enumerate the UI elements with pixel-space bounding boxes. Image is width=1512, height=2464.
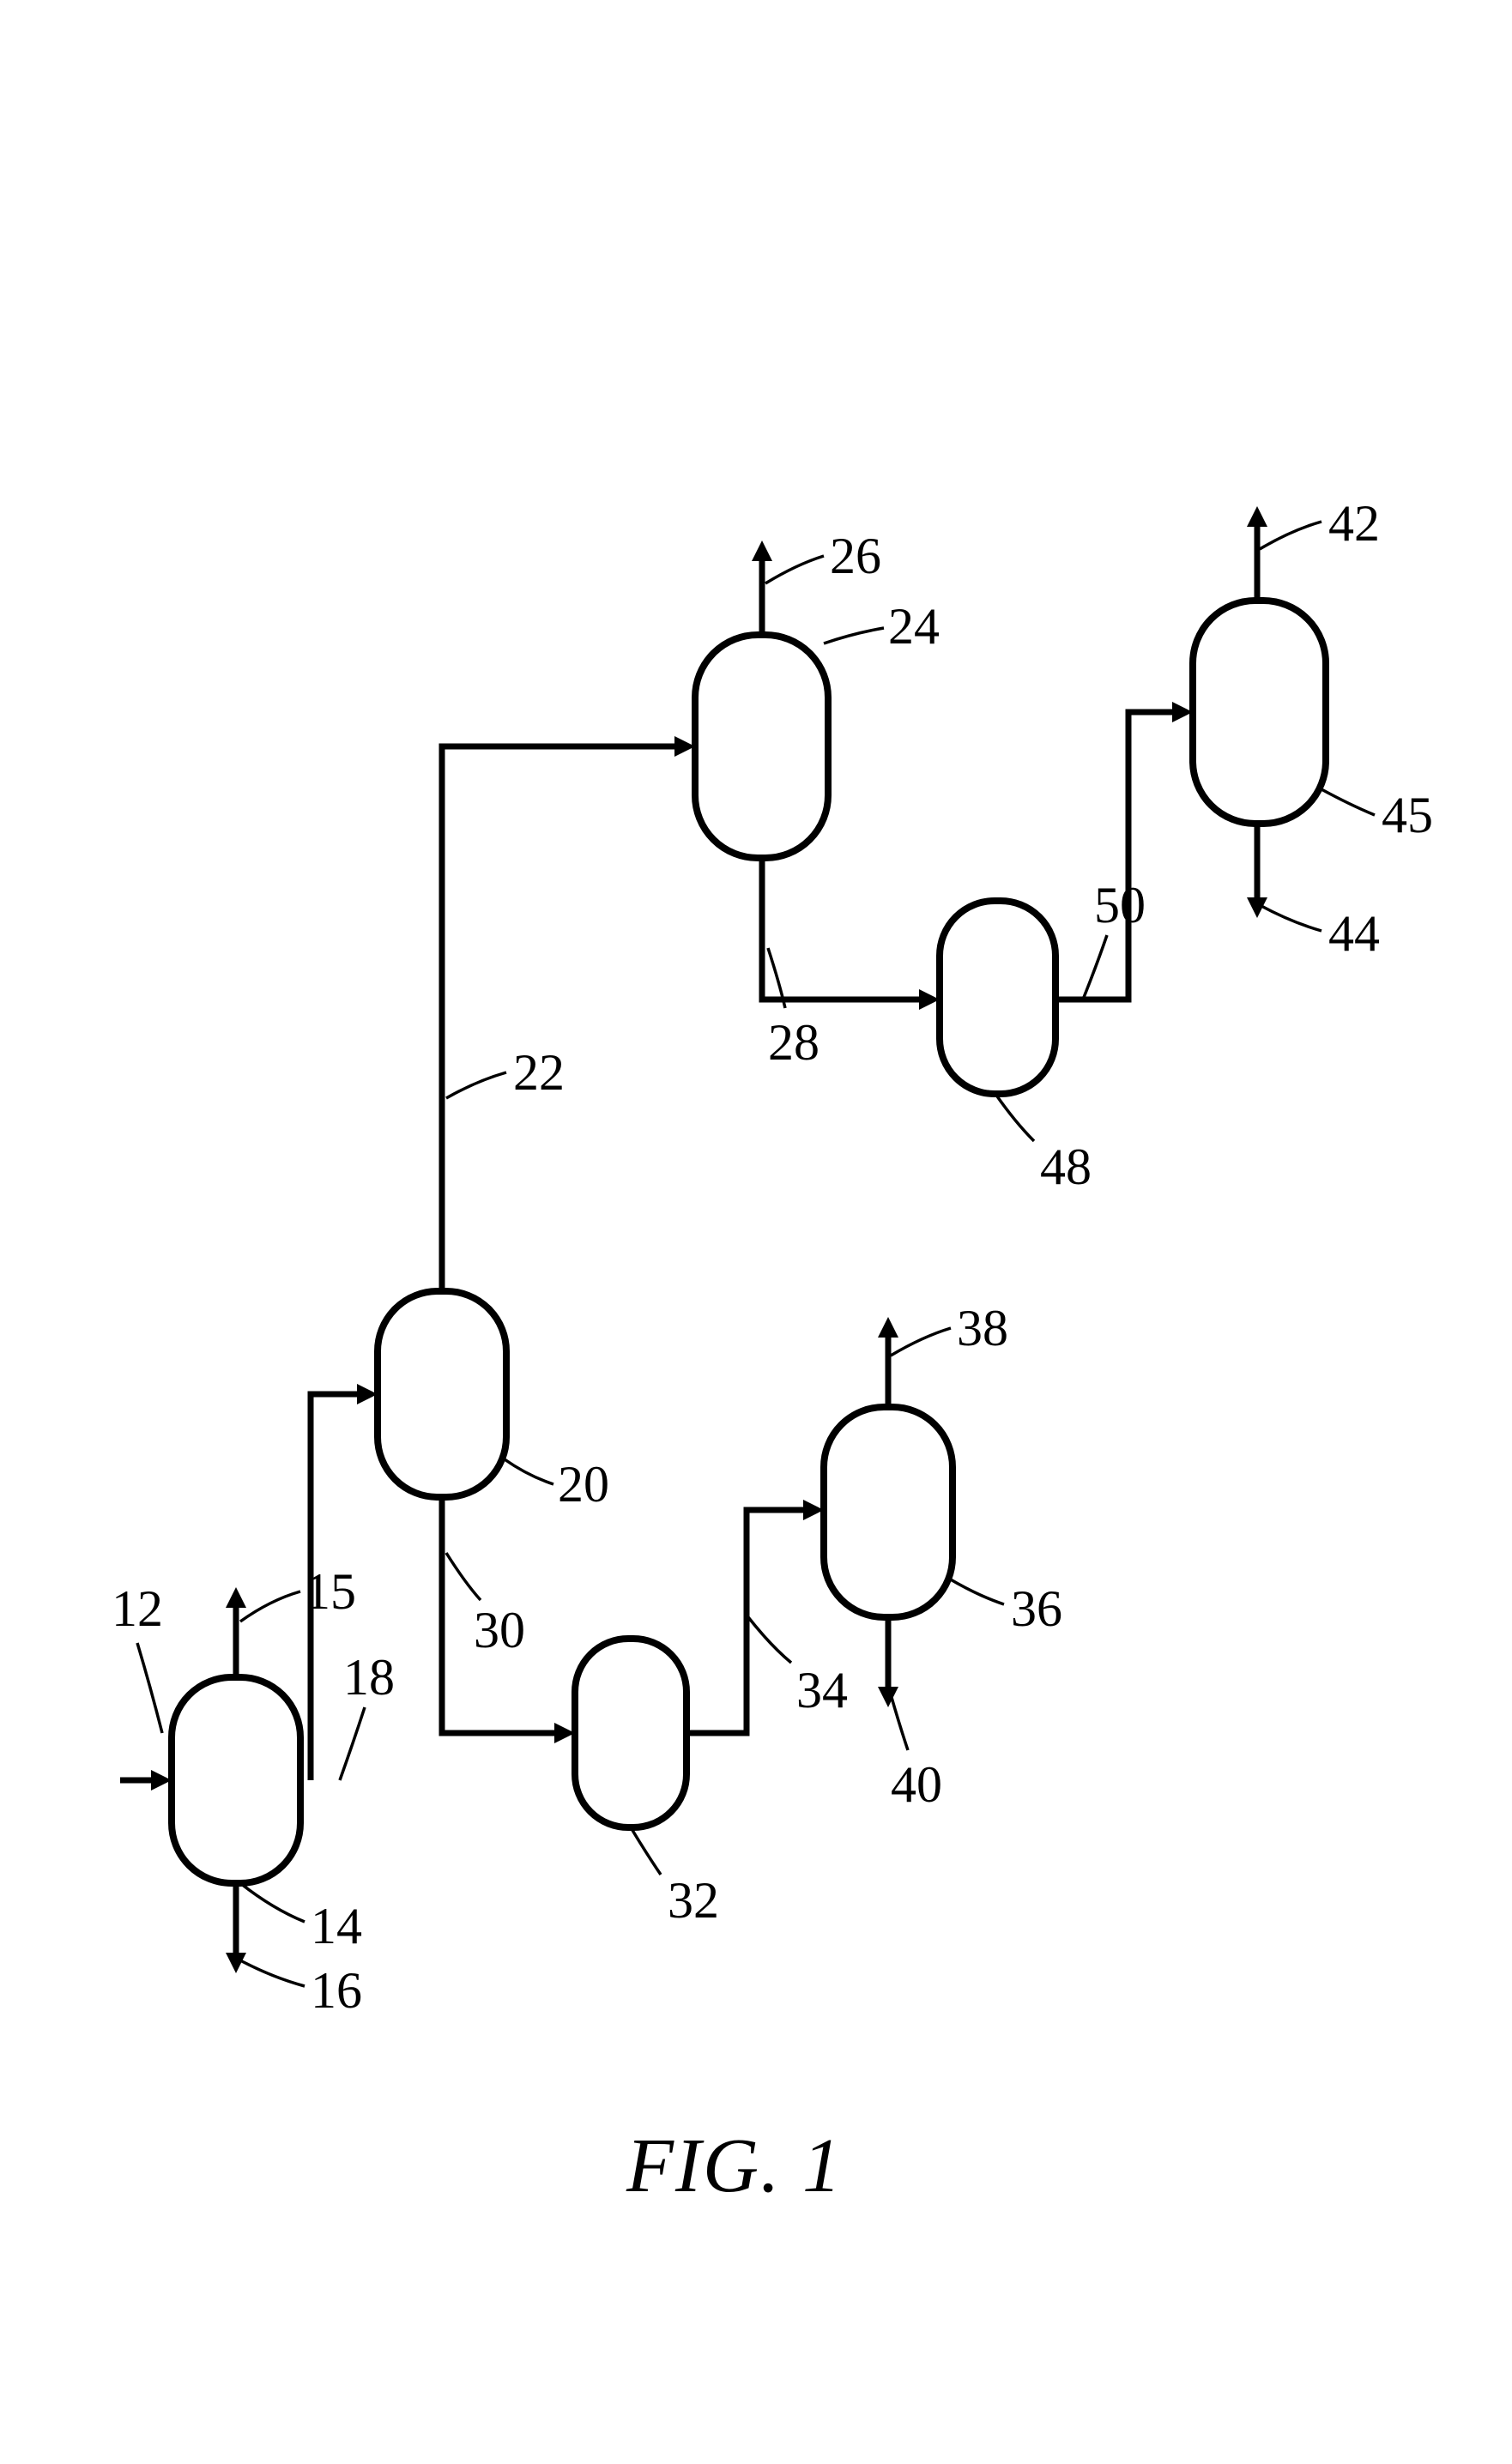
process-node [172,1677,300,1883]
leader-line [340,1707,365,1780]
leader-line [240,1960,305,1986]
leader-line [891,1328,951,1356]
leader-line [446,1553,481,1600]
figure-caption: FIG. 1 [626,2128,843,2205]
reference-number: 30 [474,1604,525,1656]
leader-line [240,1883,305,1922]
reference-number: 48 [1040,1141,1092,1193]
reference-number: 40 [891,1759,942,1810]
reference-number: 22 [513,1047,565,1098]
flow-edge [762,858,919,999]
reference-number: 36 [1011,1583,1062,1634]
reference-number: 26 [830,530,881,582]
figure-stage: 12 15 14 16 18 20 22 30 2426 28 32 34 36 38 40 48 50 42 45… [0,0,1512,2464]
process-flow-diagram [0,0,1512,2464]
leader-line [240,1591,300,1622]
process-node [824,1407,953,1617]
leader-line [765,556,824,583]
reference-number: 38 [957,1302,1008,1354]
flow-edge [686,1510,803,1733]
arrowhead-icon [878,1687,898,1707]
leader-line [1260,905,1321,931]
leader-line [1321,789,1375,815]
reference-number: 16 [311,1965,362,2016]
reference-number: 44 [1328,908,1380,959]
leader-line [824,628,884,643]
flow-edge [442,746,674,1291]
reference-number: 28 [768,1017,820,1068]
leader-line [1260,522,1321,549]
leader-line [949,1579,1004,1604]
flow-edge [1055,712,1172,999]
reference-number: 20 [558,1458,609,1510]
reference-number: 45 [1382,789,1433,841]
reference-number: 42 [1328,498,1380,549]
process-node [378,1291,506,1497]
reference-number: 50 [1094,879,1146,931]
arrowhead-icon [752,541,772,561]
process-node [940,901,1055,1094]
reference-number: 24 [888,601,940,652]
leader-line [137,1643,162,1733]
reference-number: 15 [305,1566,356,1617]
arrowhead-icon [1247,506,1267,527]
arrowhead-icon [226,1587,246,1608]
leader-line [631,1827,661,1875]
reference-number: 32 [668,1875,719,1926]
reference-number: 18 [343,1652,395,1703]
leader-line [891,1694,908,1750]
arrowhead-icon [878,1317,898,1338]
leader-line [505,1459,553,1484]
leader-line [995,1094,1034,1141]
process-node [575,1639,686,1827]
leader-line [748,1617,791,1663]
reference-number: 12 [112,1583,163,1634]
reference-number: 34 [796,1664,848,1716]
reference-number: 14 [311,1900,362,1952]
leader-line [1083,935,1107,999]
process-node [1193,601,1326,824]
leader-line [446,1072,506,1098]
process-node [695,635,828,858]
